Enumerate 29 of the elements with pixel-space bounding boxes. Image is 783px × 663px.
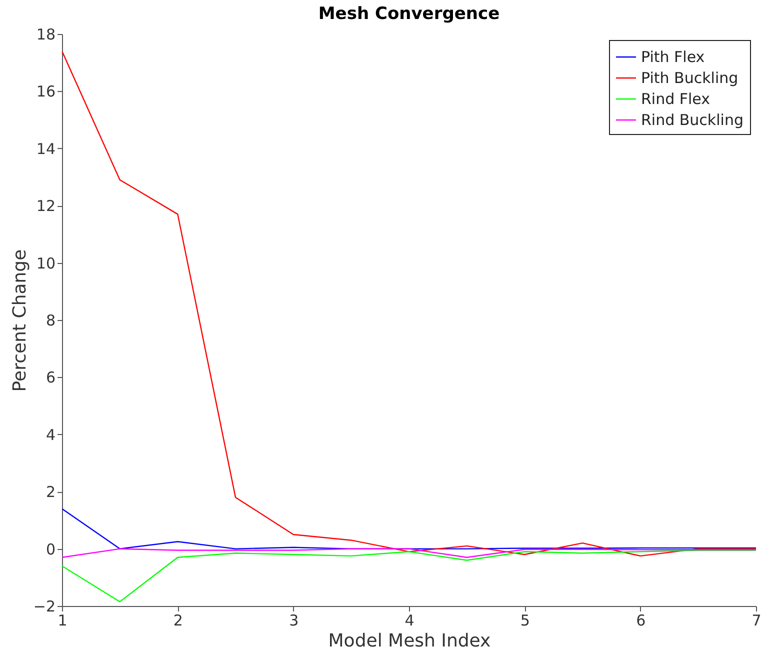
y-tick-label: −2 (33, 598, 56, 616)
x-axis-title: Model Mesh Index (328, 630, 492, 652)
y-tick-label: 14 (36, 140, 56, 158)
legend-label: Pith Buckling (641, 69, 738, 87)
x-tick-label: 1 (58, 612, 68, 630)
line-series (62, 548, 756, 558)
x-tick-label: 6 (636, 612, 646, 630)
line-series (62, 550, 756, 602)
legend-label: Rind Buckling (641, 111, 744, 129)
y-tick-label: 4 (46, 426, 56, 444)
y-tick-label: 8 (46, 312, 56, 330)
y-tick-label: 6 (46, 368, 56, 387)
y-tick-label: 2 (46, 483, 56, 502)
x-tick-label: 5 (520, 612, 530, 630)
y-tick-label: 12 (36, 197, 56, 216)
y-tick-label: 18 (36, 26, 56, 44)
x-tick-label: 7 (752, 612, 762, 630)
x-tick-label: 4 (404, 612, 414, 630)
legend-label: Pith Flex (641, 48, 705, 66)
y-tick-label: 16 (36, 82, 56, 101)
y-tick-label: 10 (36, 254, 56, 272)
line-series (62, 508, 756, 550)
legend-label: Rind Flex (641, 90, 710, 108)
x-tick-label: 3 (289, 612, 299, 630)
line-series (62, 50, 756, 557)
y-axis-title: Percent Change (9, 249, 30, 392)
y-tick-label: 0 (46, 540, 56, 558)
x-tick-label: 2 (173, 612, 183, 630)
chart-title: Mesh Convergence (318, 4, 500, 24)
